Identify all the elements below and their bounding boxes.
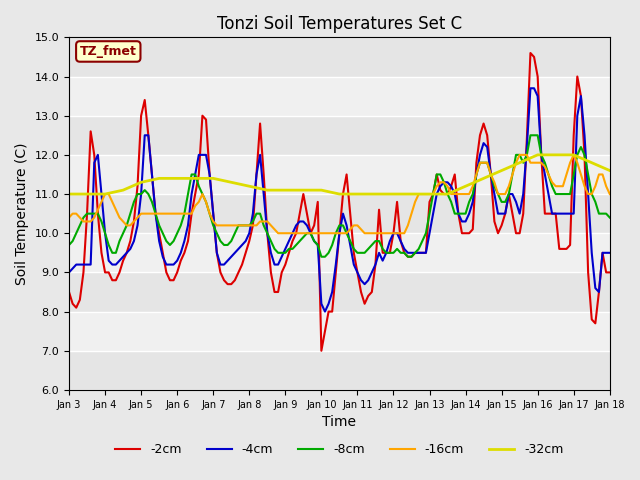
-2cm (602, 270, 610, 276)
-4cm (527, 85, 534, 91)
Bar (69, 273, 610, 312)
Bar (69, 194, 610, 233)
Line: -2cm: -2cm (69, 53, 610, 351)
Title: Tonzi Soil Temperatures Set C: Tonzi Soil Temperatures Set C (217, 15, 462, 33)
-32cm (534, 152, 541, 158)
-2cm (332, 270, 340, 276)
-32cm (65, 191, 73, 197)
-4cm (397, 238, 404, 244)
-8cm (256, 211, 264, 216)
-32cm (119, 187, 127, 193)
-32cm (570, 152, 577, 158)
Line: -32cm: -32cm (69, 155, 610, 194)
-2cm (412, 250, 419, 256)
-2cm (606, 270, 614, 276)
Legend: -2cm, -4cm, -8cm, -16cm, -32cm: -2cm, -4cm, -8cm, -16cm, -32cm (110, 438, 568, 461)
-32cm (300, 187, 307, 193)
-32cm (444, 191, 451, 197)
-32cm (282, 187, 289, 193)
-32cm (191, 176, 199, 181)
-8cm (332, 230, 340, 236)
-4cm (606, 250, 614, 256)
-4cm (412, 250, 419, 256)
-32cm (372, 191, 380, 197)
-32cm (480, 176, 488, 181)
-8cm (527, 132, 534, 138)
-32cm (264, 187, 271, 193)
Y-axis label: Soil Temperature (C): Soil Temperature (C) (15, 143, 29, 285)
Bar (69, 116, 610, 155)
-4cm (65, 270, 73, 276)
-8cm (447, 199, 455, 205)
-16cm (606, 191, 614, 197)
-32cm (317, 187, 325, 193)
-32cm (552, 152, 559, 158)
-8cm (602, 211, 610, 216)
-32cm (156, 176, 163, 181)
-2cm (65, 289, 73, 295)
-2cm (256, 120, 264, 126)
-16cm (275, 230, 282, 236)
-4cm (602, 250, 610, 256)
-32cm (588, 160, 596, 166)
-4cm (447, 183, 455, 189)
-16cm (256, 218, 264, 224)
-8cm (317, 254, 325, 260)
-4cm (332, 262, 340, 267)
-32cm (227, 180, 235, 185)
-32cm (408, 191, 415, 197)
-16cm (602, 183, 610, 189)
Bar (69, 351, 610, 390)
-16cm (447, 191, 455, 197)
-32cm (335, 191, 343, 197)
-8cm (606, 215, 614, 220)
-8cm (65, 242, 73, 248)
-2cm (447, 183, 455, 189)
-32cm (245, 183, 253, 189)
Line: -8cm: -8cm (69, 135, 610, 257)
-32cm (461, 183, 469, 189)
Line: -16cm: -16cm (69, 155, 610, 233)
-32cm (101, 191, 109, 197)
-8cm (397, 250, 404, 256)
-2cm (397, 238, 404, 244)
-32cm (173, 176, 181, 181)
-2cm (317, 348, 325, 354)
Text: TZ_fmet: TZ_fmet (80, 45, 137, 58)
Line: -4cm: -4cm (69, 88, 610, 312)
Bar (69, 37, 610, 76)
-32cm (209, 176, 217, 181)
-32cm (83, 191, 91, 197)
-16cm (397, 230, 404, 236)
-4cm (256, 152, 264, 158)
-32cm (390, 191, 397, 197)
-32cm (516, 160, 524, 166)
-32cm (606, 168, 614, 173)
X-axis label: Time: Time (323, 415, 356, 429)
-32cm (138, 180, 145, 185)
-16cm (516, 152, 524, 158)
-8cm (412, 250, 419, 256)
-32cm (353, 191, 361, 197)
-16cm (412, 199, 419, 205)
-2cm (527, 50, 534, 56)
-4cm (321, 309, 329, 314)
-16cm (332, 230, 340, 236)
-32cm (426, 191, 433, 197)
-32cm (498, 168, 506, 173)
-16cm (65, 215, 73, 220)
